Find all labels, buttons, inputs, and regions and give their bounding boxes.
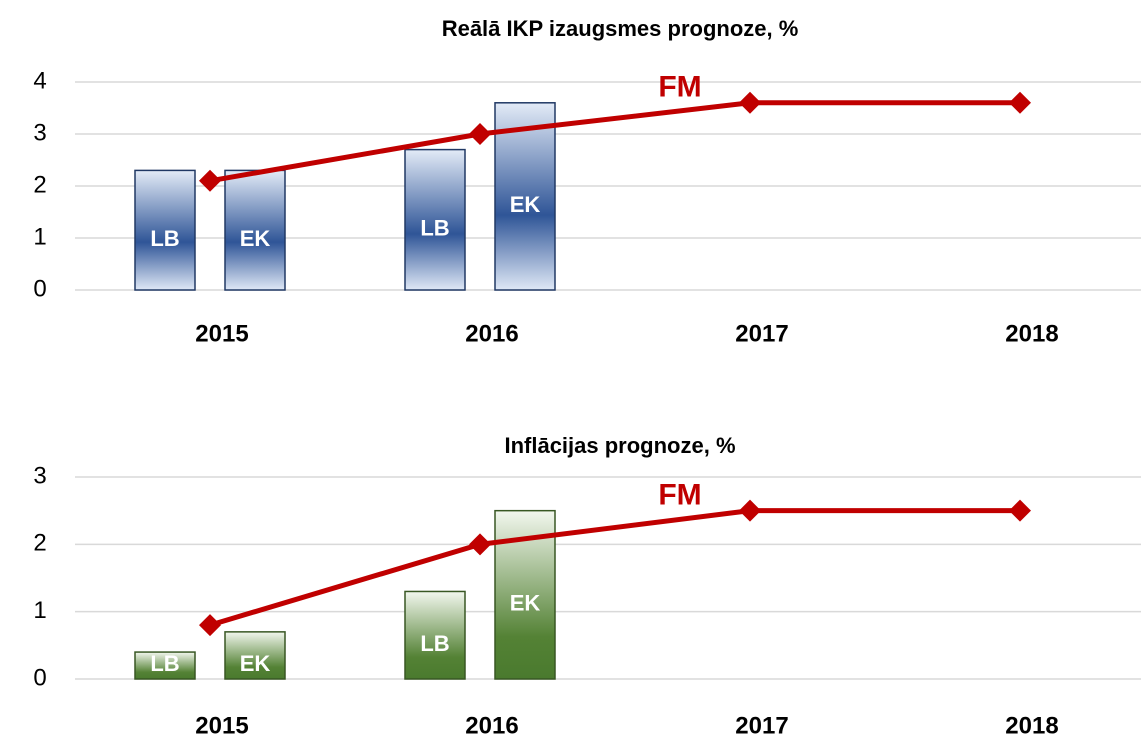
x-tick-label: 2016 [465,320,518,347]
marker [199,614,221,637]
bar-label: LB [150,651,179,676]
x-tick-label: 2016 [465,712,518,739]
x-tick-label: 2018 [1005,712,1058,739]
y-tick-label: 1 [33,223,46,250]
bar [224,631,286,680]
series-label: FM [658,71,701,104]
y-tick-label: 2 [33,171,46,198]
bar-label: EK [510,591,541,616]
line [209,100,1020,184]
bar-label: LB [420,216,449,241]
bar [404,590,466,680]
y-tick-label: 4 [33,67,46,94]
marker [469,123,491,145]
marker [739,499,761,522]
chart-title: Inflācijas prognoze, % [504,433,735,458]
x-tick-label: 2018 [1005,320,1058,347]
bar-label: EK [510,192,541,217]
bar [494,102,556,291]
bar-label: EK [240,651,271,676]
y-tick-label: 3 [33,462,46,489]
bar-label: LB [150,226,179,251]
bar [404,148,466,291]
bar-label: LB [420,631,449,656]
y-tick-label: 3 [33,119,46,146]
bar [134,169,196,291]
series-label: FM [658,479,701,512]
y-tick-label: 2 [33,530,46,557]
bar [224,169,286,291]
x-tick-label: 2017 [735,320,788,347]
x-tick-label: 2015 [195,320,248,347]
x-tick-label: 2015 [195,712,248,739]
bar-label: EK [240,226,271,251]
y-tick-label: 1 [33,597,46,624]
x-tick-label: 2017 [735,712,788,739]
y-tick-label: 0 [33,275,46,302]
marker [469,533,491,556]
bar [134,651,196,680]
chart-title: Reālā IKP izaugsmes prognoze, % [442,16,799,41]
marker [739,91,761,114]
marker [1009,91,1031,114]
marker [199,169,221,192]
marker [1009,499,1031,522]
line [209,508,1020,628]
y-tick-label: 0 [33,664,46,691]
